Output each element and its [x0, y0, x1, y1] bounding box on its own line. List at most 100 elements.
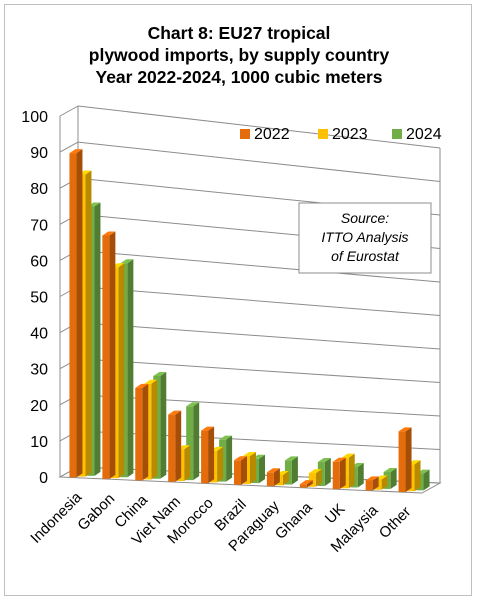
bar-side: [226, 435, 233, 482]
bar-top: [299, 480, 313, 485]
bar-side: [94, 202, 101, 476]
bar-side: [372, 476, 379, 491]
bar-side: [109, 231, 116, 479]
bar-side: [259, 454, 265, 484]
bar-top: [383, 468, 397, 473]
bar-side: [208, 426, 215, 484]
bar-side: [423, 469, 430, 491]
bar-top: [186, 402, 200, 407]
bars: [69, 149, 430, 492]
bar-side: [414, 460, 421, 492]
bar-side: [193, 402, 200, 481]
bar-side: [127, 259, 134, 478]
legend: 2022 2023 2024: [240, 126, 442, 143]
bar-side: [282, 470, 289, 486]
bar-top: [102, 231, 116, 236]
bar-top: [69, 149, 83, 154]
bar-top: [284, 456, 298, 461]
bar: [299, 484, 307, 488]
gridline: [77, 141, 441, 182]
y-tick-label: 80: [30, 181, 48, 198]
bar: [102, 235, 110, 479]
bar-side: [357, 463, 364, 488]
y-tick-label: 70: [30, 217, 48, 234]
gridline: [77, 322, 441, 350]
bar: [266, 472, 274, 487]
bar-side: [291, 456, 298, 485]
x-tick-label: Indonesia: [27, 488, 85, 546]
bar-top: [153, 371, 167, 376]
legend-swatch: [392, 129, 402, 139]
bar-side: [241, 456, 247, 485]
bar: [69, 153, 77, 478]
bar-side: [142, 383, 149, 481]
bar-top: [332, 457, 346, 462]
bar-side: [405, 427, 412, 492]
y-tick-label: 50: [30, 290, 48, 307]
bar-top: [234, 456, 247, 461]
gridline-side: [59, 105, 79, 117]
source-annotation-line: ITTO Analysis: [321, 229, 408, 245]
legend-label: 2022: [254, 126, 290, 143]
bar: [365, 480, 373, 491]
chart-title-line-1: Chart 8: EU27 tropical: [147, 23, 331, 43]
bar-side: [390, 468, 397, 489]
bar-side: [306, 480, 313, 488]
chart-title-line-3: Year 2022-2024, 1000 cubic meters: [95, 67, 383, 87]
y-tick-label: 30: [30, 362, 48, 379]
bar-side: [76, 149, 83, 478]
bar: [398, 431, 406, 492]
bar-top: [168, 410, 182, 415]
bar-top: [135, 383, 149, 388]
bar-side: [175, 410, 182, 482]
bar-side: [184, 445, 191, 481]
bar-top: [317, 458, 331, 463]
y-tick-label: 40: [30, 326, 48, 343]
bar-side: [324, 458, 331, 486]
bar-side: [217, 446, 224, 483]
legend-label: 2023: [332, 126, 368, 143]
gridline: [77, 249, 441, 283]
source-annotation-line: Source:: [341, 210, 389, 226]
chart-title: Chart 8: EU27 tropical plywood imports, …: [0, 22, 478, 88]
x-tick-label: Ghana: [272, 499, 316, 543]
bar: [201, 430, 209, 484]
bar-top: [398, 427, 412, 432]
legend-swatch: [318, 129, 328, 139]
bar-side: [85, 170, 92, 477]
bar-top: [243, 452, 256, 457]
bar-side: [118, 263, 125, 479]
bar-top: [308, 469, 322, 474]
bar: [332, 461, 340, 490]
bar-top: [201, 426, 215, 431]
bar-top: [341, 453, 355, 458]
bar-side: [339, 457, 346, 490]
y-tick-label: 10: [30, 434, 48, 451]
chart-title-line-2: plywood imports, by supply country: [88, 45, 390, 65]
y-tick-label: 90: [30, 145, 48, 162]
bar-side: [151, 379, 158, 480]
y-tick-label: 60: [30, 253, 48, 270]
bar-side: [273, 468, 280, 487]
legend-label: 2024: [406, 126, 442, 143]
y-tick-label: 100: [21, 109, 48, 126]
bar-top: [365, 476, 379, 481]
bar-top: [120, 259, 134, 264]
x-tick-label: UK: [322, 500, 349, 527]
legend-swatch: [240, 129, 250, 139]
source-annotation-box: [298, 202, 432, 274]
source-box: Source: ITTO Analysis of Eurostat: [298, 202, 432, 274]
bar: [135, 387, 143, 481]
y-tick-label: 20: [30, 398, 48, 415]
bar-top: [219, 435, 233, 440]
y-tick-label: 0: [39, 470, 48, 487]
bar-top: [266, 468, 280, 473]
bar: [234, 460, 241, 485]
x-tick-label: Other: [376, 503, 415, 542]
bar-top: [144, 379, 158, 384]
bar-side: [381, 475, 388, 490]
bar-side: [315, 469, 322, 487]
bar-side: [250, 452, 256, 484]
bar-side: [348, 453, 355, 489]
